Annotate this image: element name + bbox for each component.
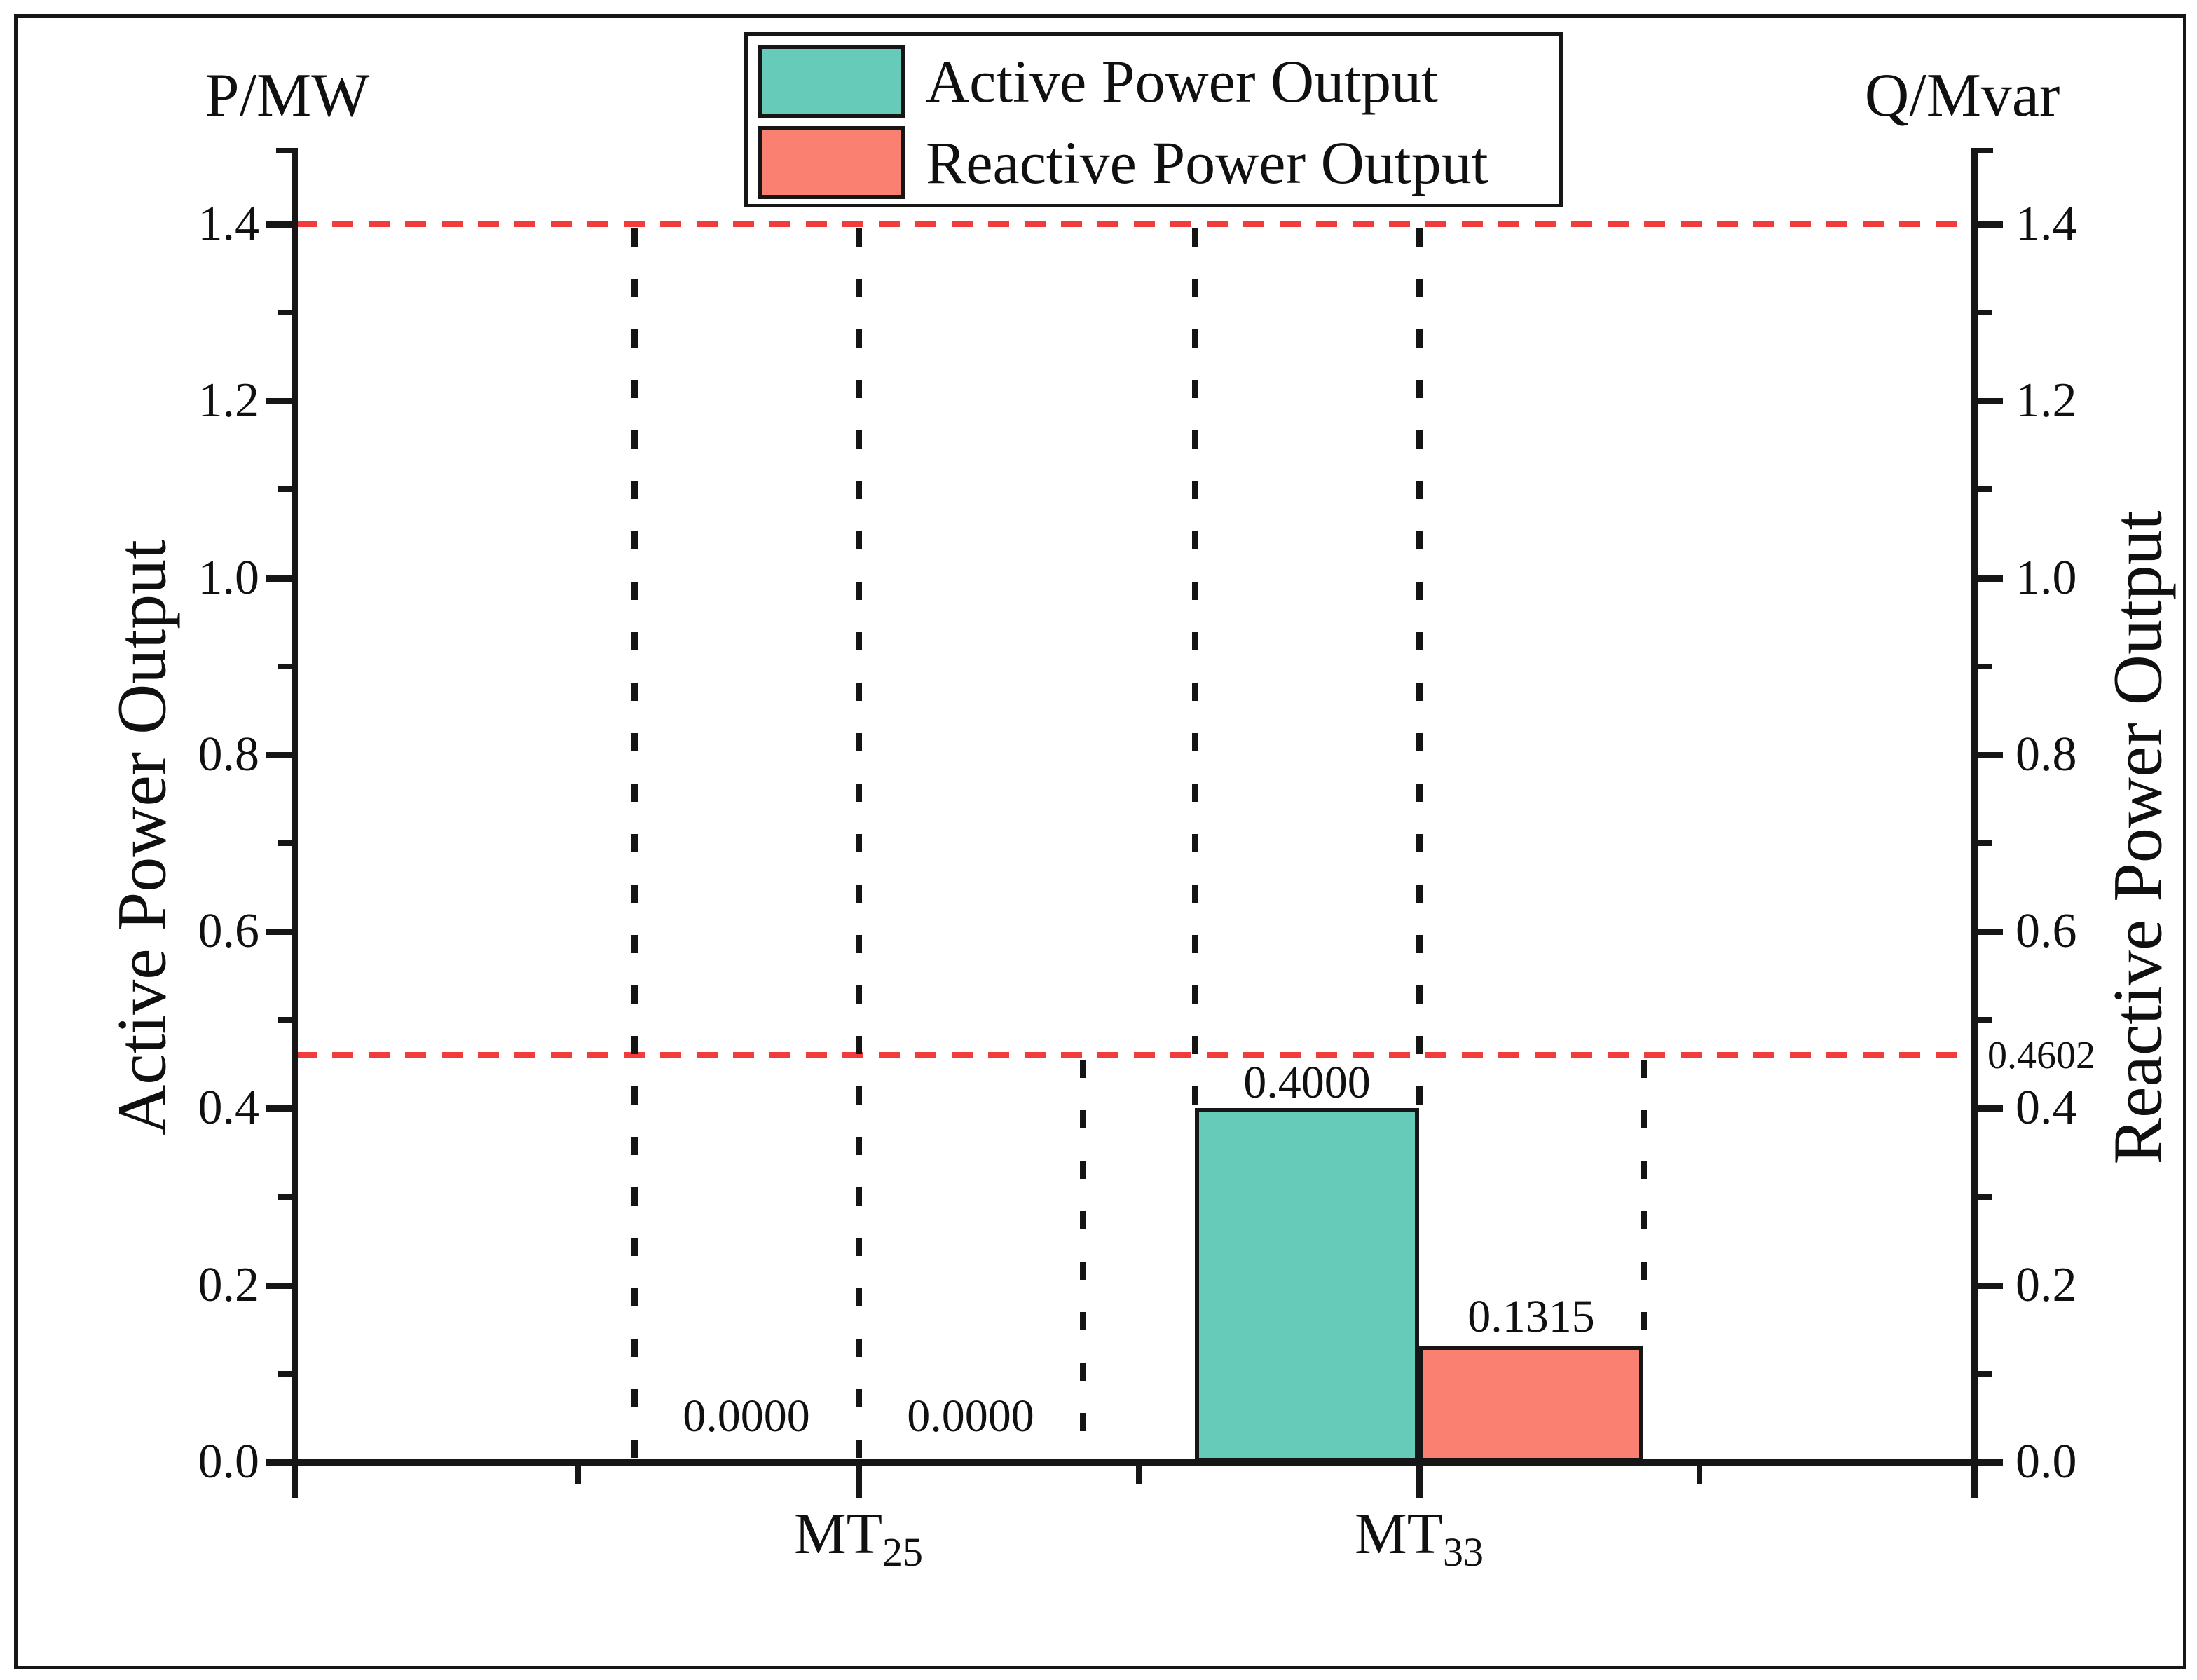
left-major-tick <box>266 1459 292 1466</box>
value-label-mt33-reactive: 0.1315 <box>1467 1291 1595 1342</box>
guide-line-mt25-left <box>631 228 638 1459</box>
right-minor-tick <box>1978 664 1992 669</box>
value-label-mt33-active: 0.4000 <box>1243 1057 1371 1108</box>
right-tick-label: 1.4 <box>2015 197 2077 251</box>
guide-line-mt25-center <box>856 228 862 1459</box>
left-minor-tick <box>278 1194 292 1200</box>
left-tick-label: 0.2 <box>198 1258 260 1312</box>
left-tick-label: 1.4 <box>198 197 260 251</box>
left-minor-tick <box>278 310 292 315</box>
right-major-tick <box>1978 929 2003 935</box>
active-power-swatch <box>758 45 905 118</box>
x-label-mt25: MT25 <box>718 1500 999 1576</box>
right-minor-tick <box>1978 486 1992 492</box>
legend-item-reactive: Reactive Power Output <box>758 124 1488 201</box>
left-major-tick <box>266 575 292 582</box>
left-minor-tick <box>278 840 292 846</box>
reactive-power-swatch <box>758 126 905 199</box>
x-label-mt33-sub: 33 <box>1443 1529 1484 1575</box>
left-minor-tick <box>278 486 292 492</box>
x-label-mt33-base: MT <box>1355 1501 1443 1566</box>
bar-mt33-reactive <box>1419 1346 1643 1462</box>
right-tick-label: 1.2 <box>2015 374 2077 428</box>
right-major-tick <box>1978 752 2003 758</box>
right-tick-label: 0.0 <box>2015 1435 2077 1489</box>
legend-label-active: Active Power Output <box>926 48 1438 115</box>
x-axis <box>292 1459 1978 1466</box>
reactive-limit-annotation: 0.4602 <box>1987 1034 2095 1077</box>
right-tick-label: 0.4 <box>2015 1081 2077 1135</box>
x-major-tick <box>1416 1466 1423 1498</box>
right-axis-top-cap <box>1976 148 1993 153</box>
bar-mt33-active <box>1195 1108 1419 1462</box>
active-limit-refline <box>296 221 1972 227</box>
left-tick-label: 1.2 <box>198 374 260 428</box>
x-label-mt25-sub: 25 <box>882 1529 923 1575</box>
left-major-tick <box>266 1283 292 1289</box>
legend-label-reactive: Reactive Power Output <box>926 129 1488 196</box>
left-major-tick <box>266 398 292 404</box>
legend: Active Power Output Reactive Power Outpu… <box>744 32 1563 207</box>
figure-border <box>14 14 2186 1669</box>
left-axis-top-cap <box>276 148 293 153</box>
right-tick-label: 0.8 <box>2015 728 2077 781</box>
right-axis-unit-label: Q/Mvar <box>1864 62 2060 130</box>
value-label-mt25-active: 0.0000 <box>683 1391 810 1442</box>
right-minor-tick <box>1978 840 1992 846</box>
left-tick-label: 0.0 <box>198 1435 260 1489</box>
right-minor-tick <box>1978 1194 1992 1200</box>
right-major-tick <box>1978 221 2003 228</box>
left-y-axis <box>292 148 298 1498</box>
right-tick-label: 0.2 <box>2015 1258 2077 1312</box>
right-tick-label: 1.0 <box>2015 551 2077 605</box>
right-tick-label: 0.6 <box>2015 904 2077 958</box>
left-axis-title: Active Power Output <box>102 540 181 1135</box>
right-major-tick <box>1978 1459 2003 1466</box>
x-label-mt33: MT33 <box>1279 1500 1559 1576</box>
guide-line-mt25-right <box>1080 1060 1086 1459</box>
x-minor-tick <box>1136 1466 1142 1484</box>
right-minor-tick <box>1978 1371 1992 1377</box>
left-axis-unit-label: P/MW <box>205 62 370 130</box>
left-major-tick <box>266 1105 292 1112</box>
left-minor-tick <box>278 1371 292 1377</box>
left-minor-tick <box>278 664 292 669</box>
left-tick-label: 0.4 <box>198 1081 260 1135</box>
reactive-limit-refline <box>296 1052 1972 1058</box>
guide-line-mt33-center <box>1416 228 1423 1108</box>
right-major-tick <box>1978 1283 2003 1289</box>
left-major-tick <box>266 752 292 758</box>
guide-line-mt33-left <box>1192 228 1198 1108</box>
guide-line-mt33-right <box>1641 1060 1647 1346</box>
legend-item-active: Active Power Output <box>758 43 1438 120</box>
right-minor-tick <box>1978 310 1992 315</box>
left-tick-label: 0.8 <box>198 728 260 781</box>
left-minor-tick <box>278 1017 292 1023</box>
right-minor-tick <box>1978 1017 1992 1023</box>
right-major-tick <box>1978 398 2003 404</box>
left-major-tick <box>266 221 292 228</box>
right-y-axis <box>1971 148 1978 1498</box>
x-minor-tick <box>1697 1466 1702 1484</box>
left-tick-label: 0.6 <box>198 904 260 958</box>
x-major-tick <box>856 1466 862 1498</box>
right-major-tick <box>1978 1105 2003 1112</box>
x-label-mt25-base: MT <box>794 1501 882 1566</box>
right-major-tick <box>1978 575 2003 582</box>
left-tick-label: 1.0 <box>198 551 260 605</box>
x-minor-tick <box>575 1466 581 1484</box>
value-label-mt25-reactive: 0.0000 <box>907 1391 1034 1442</box>
left-major-tick <box>266 929 292 935</box>
